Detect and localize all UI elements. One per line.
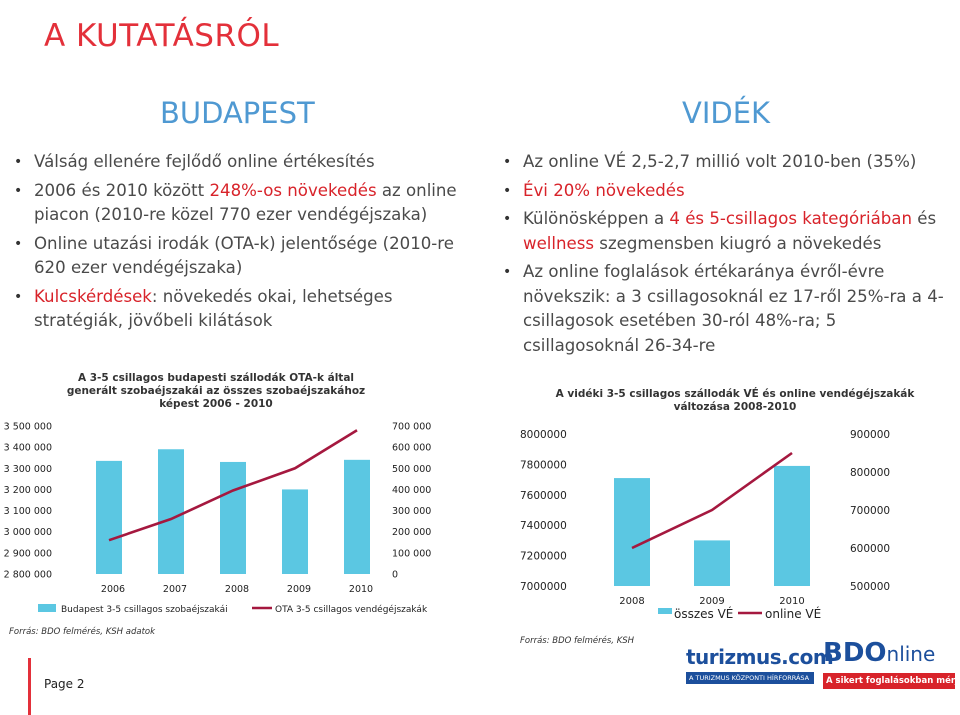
budapest-bullet-2-text: 248%-os növekedés <box>209 180 377 200</box>
chart1-bar <box>158 449 184 574</box>
videk-bullet-3-text: Különösképpen a <box>523 209 670 228</box>
videk-bullet-3-text: wellness <box>523 233 595 253</box>
chart2-legend-line-label: online VÉ <box>765 606 821 621</box>
videk-bullet-4-text: Az online foglalások értékaránya évről-é… <box>523 262 944 355</box>
chart2-ytick-left: 7600000 <box>520 490 567 502</box>
chart2-xtick: 2008 <box>619 596 644 607</box>
chart1-bar <box>96 460 122 574</box>
chart1-ytick-right: 700 000 <box>392 422 431 433</box>
chart1-ytick-right: 300 000 <box>392 506 431 517</box>
chart2-ytick-left: 7400000 <box>520 520 567 532</box>
chart1-xtick: 2010 <box>349 584 373 595</box>
bdo-tagline: A sikert foglalásokban mérjük... <box>823 673 960 689</box>
videk-bullet-3-text: 4 és 5-csillagos kategóriában <box>669 209 912 228</box>
chart2-ytick-left: 7000000 <box>520 581 567 593</box>
chart1-legend-bar-label: Budapest 3-5 csillagos szobaéjszakái <box>61 604 228 615</box>
chart1-ytick-right: 100 000 <box>392 548 431 559</box>
chart1-budapest: 3 500 000 3 400 000 3 300 000 3 200 000 3 10… <box>0 410 460 640</box>
chart2-ytick-right: 900000 <box>850 429 890 441</box>
chart1-xtick: 2007 <box>163 584 187 595</box>
chart1-ytick-left: 3 400 000 <box>4 443 52 454</box>
chart1-xtick: 2006 <box>101 584 125 595</box>
chart2-ytick-right: 800000 <box>850 467 890 479</box>
chart1-ytick-left: 3 300 000 <box>4 464 52 475</box>
page-title: A KUTATÁSRÓL <box>44 18 280 54</box>
chart1-svg: 3 500 000 3 400 000 3 300 000 3 200 000 3 10… <box>4 422 432 616</box>
chart1-ytick-left: 2 900 000 <box>4 548 52 559</box>
chart1-ytick-left: 3 500 000 <box>4 422 52 433</box>
chart2-bar <box>774 465 810 586</box>
budapest-bullet-3: Online utazási irodák (OTA-k) jelentőség… <box>8 232 460 281</box>
budapest-bullet-list: Válság ellenére fejlődő online értékesít… <box>8 150 460 338</box>
chart1-legend-line-label: OTA 3-5 csillagos vendégéjszakák <box>275 604 428 615</box>
budapest-bullet-2-text: az online piacon (2010-re közel 770 ezer… <box>34 180 457 225</box>
chart2-xtick: 2010 <box>779 596 804 607</box>
chart1-line-series <box>108 429 358 542</box>
chart1-ytick-left: 2 800 000 <box>4 570 52 581</box>
turizmus-logo-text: turizmus.com <box>686 645 834 669</box>
videk-heading: VIDÉK <box>682 96 771 130</box>
chart2-source: Forrás: BDO felmérés, KSH <box>520 636 635 646</box>
videk-bullet-1-text: Az online VÉ 2,5-2,7 millió volt 2010-be… <box>523 152 917 171</box>
videk-bullet-3-text: és <box>911 209 937 228</box>
chart2-svg: 8000000 7800000 7600000 7400000 7200000 70000… <box>520 429 890 621</box>
videk-bullet-3: Különösképpen a 4 és 5-csillagos kategór… <box>497 207 957 256</box>
chart2-ytick-right: 600000 <box>850 543 890 555</box>
chart1-xtick: 2009 <box>287 584 311 595</box>
chart1-bar <box>282 489 308 574</box>
chart2-title: A vidéki 3-5 csillagos szállodák VÉ és o… <box>555 388 915 413</box>
chart2-bar <box>694 540 730 586</box>
chart1-ytick-right: 500 000 <box>392 464 431 475</box>
turizmus-logo: turizmus.com A TURIZMUS KÖZPONTI HÍRFORR… <box>686 645 834 686</box>
budapest-bullet-4: Kulcskérdések: növekedés okai, lehetsége… <box>8 285 460 334</box>
videk-bullet-2-text: Évi 20% növekedés <box>523 180 685 200</box>
bdo-logo-suffix: nline <box>886 642 936 666</box>
budapest-bullet-1-text: Válság ellenére fejlődő online értékesít… <box>34 152 375 171</box>
videk-bullet-1: Az online VÉ 2,5-2,7 millió volt 2010-be… <box>497 150 957 175</box>
videk-bullet-3-text: szegmensben kiugró a növekedés <box>594 233 882 253</box>
chart1-legend-bar-swatch <box>38 604 56 612</box>
videk-bullet-4: Az online foglalások értékaránya évről-é… <box>497 260 957 358</box>
chart1-ytick-right: 400 000 <box>392 485 431 496</box>
chart1-xtick: 2008 <box>225 584 249 595</box>
budapest-bullet-4-text: : növekedés okai, lehetséges stratégiák,… <box>34 286 393 331</box>
turizmus-tagline: A TURIZMUS KÖZPONTI HÍRFORRÁSA <box>686 672 814 684</box>
chart1-ytick-right: 600 000 <box>392 443 431 454</box>
budapest-bullet-4-text: Kulcskérdések <box>34 286 152 306</box>
chart2-ytick-right: 700000 <box>850 505 890 517</box>
budapest-bullet-2: 2006 és 2010 között 248%-os növekedés az… <box>8 179 460 228</box>
chart2-ytick-left: 7800000 <box>520 459 567 471</box>
chart2-xtick: 2009 <box>699 596 724 607</box>
chart2-ytick-left: 7200000 <box>520 551 567 563</box>
chart1-ytick-right: 0 <box>392 570 398 581</box>
chart2-legend-bar-swatch <box>658 608 672 614</box>
bdo-logo-text: BDO <box>823 638 887 668</box>
chart2-line-series <box>631 451 793 550</box>
budapest-heading: BUDAPEST <box>160 96 315 130</box>
budapest-bullet-3-text: Online utazási irodák (OTA-k) jelentőség… <box>34 233 454 278</box>
chart1-ytick-left: 3 000 000 <box>4 527 52 538</box>
chart2-bar <box>614 478 650 586</box>
page-number: Page 2 <box>44 677 85 691</box>
chart1-title: A 3-5 csillagos budapesti szállodák OTA-… <box>66 372 366 410</box>
chart1-ytick-left: 3 200 000 <box>4 485 52 496</box>
chart1-source: Forrás: BDO felmérés, KSH adatok <box>9 627 156 637</box>
page-accent-strip <box>28 658 31 715</box>
chart1-ytick-left: 3 100 000 <box>4 506 52 517</box>
chart1-ytick-right: 200 000 <box>392 527 431 538</box>
videk-bullet-2: Évi 20% növekedés <box>497 179 957 204</box>
budapest-bullet-1: Válság ellenére fejlődő online értékesít… <box>8 150 460 175</box>
chart2-ytick-right: 500000 <box>850 581 890 593</box>
videk-bullet-list: Az online VÉ 2,5-2,7 millió volt 2010-be… <box>497 150 957 362</box>
bdo-online-logo: BDOnline A sikert foglalásokban mérjük..… <box>823 638 960 690</box>
chart2-ytick-left: 8000000 <box>520 429 567 441</box>
budapest-bullet-2-text: 2006 és 2010 között <box>34 180 210 200</box>
chart2-legend-bar-label: összes VÉ <box>674 606 733 621</box>
chart1-bar <box>344 459 370 574</box>
chart1-bar <box>220 461 246 574</box>
chart2-videk: 8000000 7800000 7600000 7400000 7200000 70000… <box>500 420 960 630</box>
